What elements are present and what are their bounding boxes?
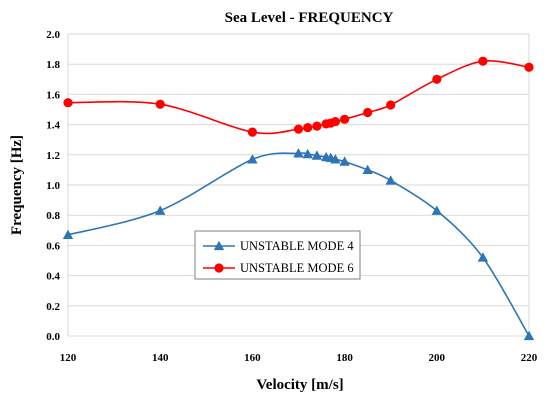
legend-marker-mode-6	[214, 263, 224, 273]
data-point-mode-4	[293, 148, 304, 158]
chart-title: Sea Level - FREQUENCY	[225, 10, 394, 26]
x-tick-label: 160	[244, 352, 261, 364]
legend: UNSTABLE MODE 4 UNSTABLE MODE 6	[194, 230, 361, 280]
y-tick-label: 1.0	[46, 180, 60, 192]
data-point-mode-6	[524, 62, 534, 72]
data-point-mode-6	[363, 107, 373, 118]
data-point-mode-4	[302, 148, 313, 159]
data-point-mode-4	[155, 205, 166, 215]
legend-box	[194, 230, 361, 280]
y-gridlines	[68, 33, 529, 337]
y-tick-label: 0.2	[46, 301, 60, 313]
x-tick-label: 220	[521, 352, 538, 364]
y-tick-label: 1.4	[46, 120, 60, 132]
y-tick-label: 0.8	[46, 210, 60, 222]
series-layer	[62, 56, 535, 341]
y-tick-label: 0.4	[46, 271, 60, 283]
plot-area	[67, 33, 530, 337]
data-point-mode-4	[330, 154, 341, 164]
legend-label-mode-4: UNSTABLE MODE 4	[240, 239, 354, 253]
x-tick-label: 180	[336, 352, 353, 364]
data-point-mode-6	[247, 127, 257, 137]
y-tick-label: 0.0	[46, 331, 60, 343]
data-point-mode-4	[523, 330, 535, 341]
y-tick-labels: 0.0 0.2 0.4 0.6 0.8 1.0 1.2 1.4 1.6 1.8 2.0	[46, 29, 60, 343]
data-point-mode-4	[362, 164, 373, 175]
data-point-mode-6	[386, 100, 396, 110]
data-point-mode-6	[478, 56, 488, 66]
data-point-mode-6	[293, 124, 304, 134]
y-tick-label: 1.2	[46, 150, 60, 162]
y-tick-label: 2.0	[46, 29, 60, 41]
y-tick-label: 0.6	[46, 240, 60, 252]
data-point-mode-4	[431, 205, 442, 215]
series-line-mode-6	[67, 60, 530, 135]
data-point-mode-4	[477, 252, 489, 262]
data-point-mode-6	[432, 74, 442, 84]
legend-marker-mode-4	[213, 240, 225, 251]
y-tick-label: 1.6	[46, 89, 60, 101]
data-point-mode-4	[385, 175, 396, 185]
data-point-mode-6	[303, 123, 313, 133]
data-point-mode-6	[330, 116, 340, 127]
x-tick-label: 140	[152, 352, 169, 364]
data-point-mode-6	[312, 121, 322, 131]
data-point-mode-4	[311, 150, 323, 160]
x-tick-label: 200	[429, 352, 446, 364]
y-tick-label: 1.8	[46, 59, 60, 71]
data-point-mode-4	[247, 154, 258, 164]
x-tick-labels: 120 140 160 180 200 220	[60, 352, 538, 364]
data-point-mode-4	[339, 156, 350, 166]
legend-label-mode-6: UNSTABLE MODE 6	[240, 261, 354, 275]
data-point-mode-6	[340, 114, 350, 124]
data-point-mode-6	[63, 98, 73, 108]
x-axis-label: Velocity [m/s]	[256, 377, 343, 393]
data-point-mode-4	[62, 229, 74, 239]
data-point-mode-6	[155, 99, 165, 109]
y-axis-label: Frequency [Hz]	[9, 135, 25, 235]
x-tick-label: 120	[60, 352, 77, 364]
